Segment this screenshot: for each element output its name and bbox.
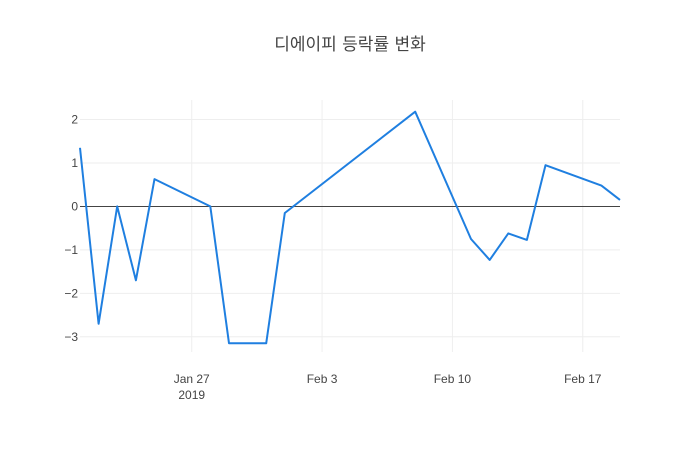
x-tick-label: Feb 10	[434, 372, 472, 386]
y-tick-label: 2	[71, 113, 78, 127]
y-tick-label: −3	[64, 330, 78, 344]
y-tick-label: 0	[71, 199, 78, 213]
series-line	[79, 110, 621, 345]
y-tick-label: −1	[64, 243, 78, 257]
y-tick-label: 1	[71, 156, 78, 170]
y-tick-label: −2	[64, 286, 78, 300]
x-tick-label: Feb 3	[307, 372, 338, 386]
series-layer	[79, 110, 621, 345]
x-tick-label: Jan 27	[174, 372, 210, 386]
chart-title: 디에이피 등락률 변화	[274, 35, 426, 55]
axis-layer: Jan 27 2019 Feb 3 Feb 10 Feb 17 2 1 0 −1 −2 −3	[64, 113, 620, 402]
grid-layer	[80, 100, 620, 352]
x-tick-sublabel: 2019	[178, 388, 205, 402]
x-tick-label: Feb 17	[564, 372, 602, 386]
